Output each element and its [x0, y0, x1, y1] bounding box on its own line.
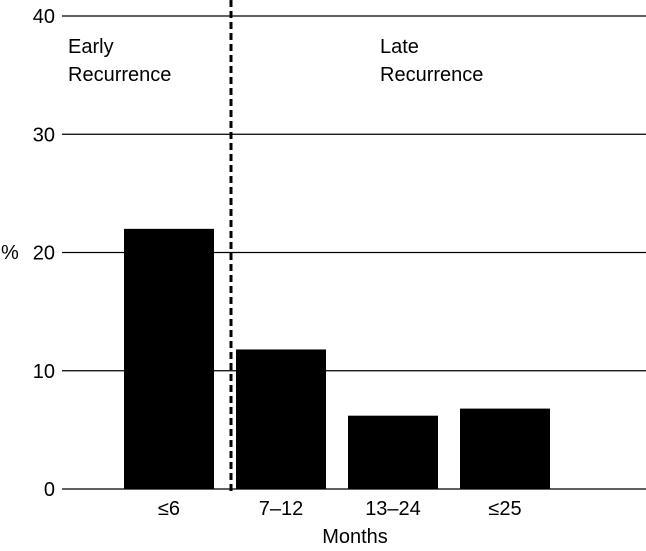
late-recurrence-label-line2: Recurrence — [380, 64, 483, 86]
bars — [124, 228, 550, 489]
y-tick-label: 30 — [33, 124, 55, 146]
y-tick-label: 20 — [33, 243, 55, 265]
y-tick-label: 0 — [44, 479, 55, 501]
late-recurrence-label-line1: Late — [380, 36, 419, 58]
category-label: 7–12 — [259, 498, 304, 520]
y-axis-label: % — [1, 242, 19, 264]
bar-2 — [348, 415, 438, 489]
bar-1 — [236, 349, 326, 489]
category-label: ≤6 — [158, 498, 180, 520]
y-tick-label: 10 — [33, 361, 55, 383]
y-tick-labels: 0 10 20 30 40 — [33, 6, 55, 501]
category-labels: ≤6 7–12 13–24 ≤25 — [158, 498, 522, 520]
early-recurrence-label-line1: Early — [68, 36, 114, 58]
bar-3 — [460, 408, 550, 489]
category-label: 13–24 — [365, 498, 421, 520]
category-label: ≤25 — [488, 498, 521, 520]
early-recurrence-label-line2: Recurrence — [68, 64, 171, 86]
x-axis-label: Months — [322, 526, 388, 548]
bar-0 — [124, 228, 214, 489]
y-tick-label: 40 — [33, 6, 55, 28]
